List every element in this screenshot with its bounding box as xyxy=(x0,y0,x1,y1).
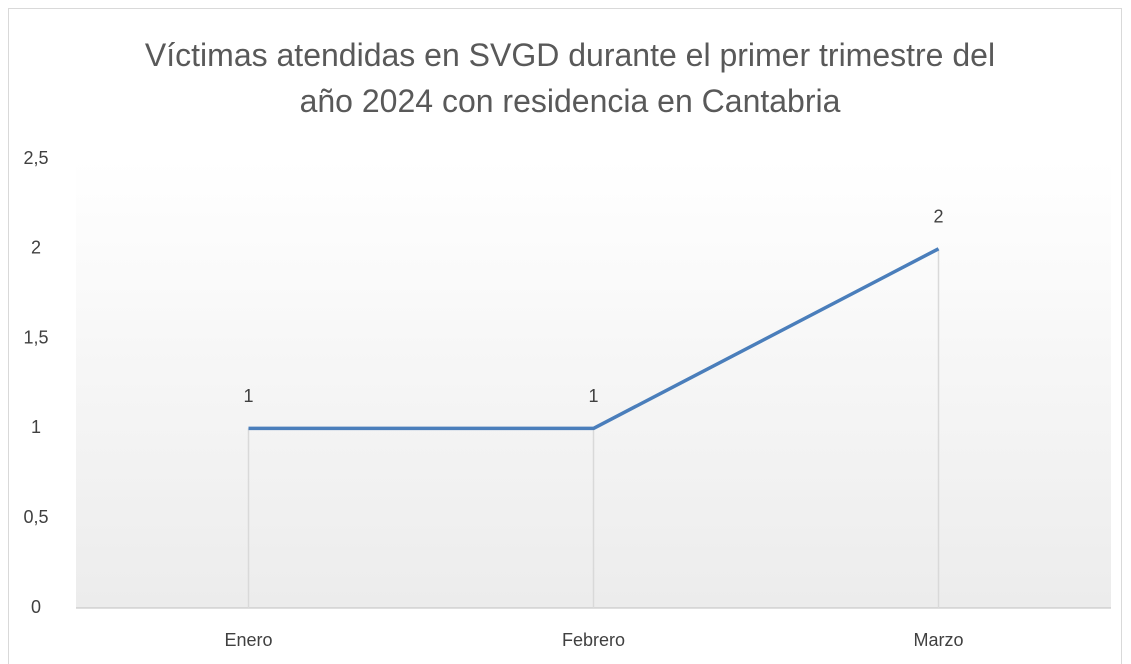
y-tick-label: 0 xyxy=(31,597,41,617)
line-series xyxy=(248,247,940,431)
x-tick-label: Enero xyxy=(224,630,272,650)
y-tick-label: 1 xyxy=(31,417,41,437)
y-tick-label: 2 xyxy=(31,238,41,258)
y-tick-label: 2,5 xyxy=(23,148,48,168)
x-tick-label: Febrero xyxy=(562,630,625,650)
data-label: 1 xyxy=(243,386,253,406)
chart-title: Víctimas atendidas en SVGD durante el pr… xyxy=(144,37,996,119)
y-tick-label: 1,5 xyxy=(23,327,48,347)
data-label: 1 xyxy=(588,386,598,406)
data-label: 2 xyxy=(933,207,943,227)
x-tick-label: Marzo xyxy=(913,630,963,650)
y-tick-label: 0,5 xyxy=(23,507,48,527)
